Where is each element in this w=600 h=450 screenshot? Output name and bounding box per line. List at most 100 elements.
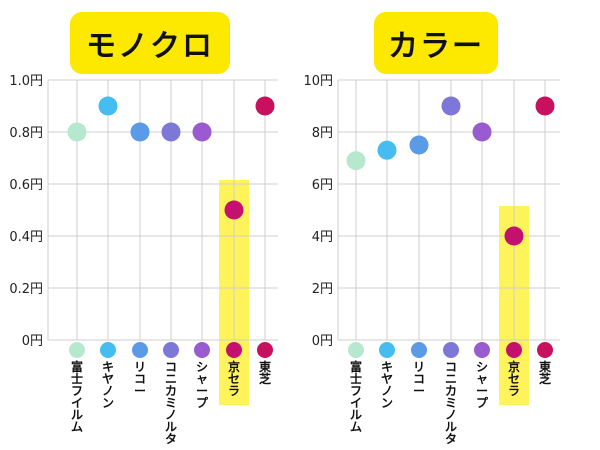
x-tick-label-char: リ <box>413 360 425 374</box>
x-tick-label-char: セ <box>228 372 240 386</box>
data-point <box>224 200 244 220</box>
x-tick-label-char: ー <box>413 384 425 398</box>
data-point <box>504 226 524 246</box>
category-marker <box>132 342 148 358</box>
data-point <box>161 122 181 142</box>
category-marker <box>379 342 395 358</box>
y-tick-label: 1.0円 <box>9 74 43 89</box>
x-tick-label-char: ミ <box>165 396 177 410</box>
x-tick-label-char: カ <box>445 384 457 398</box>
data-point <box>255 96 275 116</box>
x-tick-label-char: ム <box>350 420 362 434</box>
x-tick-label-char: タ <box>445 432 457 446</box>
x-tick-label-char: ー <box>196 384 208 398</box>
category-marker <box>411 342 427 358</box>
x-tick-label-char: 芝 <box>259 371 271 386</box>
x-tick-label-char: ー <box>476 384 488 398</box>
category-marker <box>163 342 179 358</box>
chart-0: 0円0.2円0.4円0.6円0.8円1.0円富士フイルムキヤノンリコーコニカミノ… <box>9 74 278 446</box>
x-tick-label-char: ル <box>445 420 457 434</box>
x-tick-label-char: 富 <box>71 359 83 374</box>
category-marker <box>100 342 116 358</box>
x-tick-label-char: シ <box>196 360 208 374</box>
y-tick-label: 2円 <box>312 282 333 297</box>
category-marker <box>348 342 364 358</box>
y-tick-label: 0円 <box>22 334 43 349</box>
x-tick-label-char: カ <box>165 384 177 398</box>
x-tick-label-char: ャ <box>196 372 208 386</box>
category-marker <box>69 342 85 358</box>
x-tick-label-char: ル <box>165 420 177 434</box>
x-tick-label-char: 富 <box>350 359 362 374</box>
x-tick-label-char: ル <box>350 408 362 422</box>
x-tick-label-char: ラ <box>228 384 240 398</box>
x-tick-label-char: 士 <box>71 371 83 386</box>
y-tick-label: 0.6円 <box>9 178 43 193</box>
category-marker <box>194 342 210 358</box>
y-tick-label: 0.4円 <box>9 230 43 245</box>
y-tick-label: 8円 <box>312 126 333 141</box>
data-point <box>346 151 366 171</box>
monochrome-title: モノクロ <box>70 12 230 74</box>
x-tick-label-char: ン <box>381 396 393 410</box>
x-tick-label-char: シ <box>476 360 488 374</box>
x-tick-label-char: コ <box>413 372 425 386</box>
x-tick-label-char: フ <box>350 384 362 398</box>
x-tick-label-char: ル <box>71 408 83 422</box>
color-title: カラー <box>374 12 498 74</box>
x-tick-label-char: ラ <box>508 384 520 398</box>
x-tick-label-char: キ <box>102 360 114 374</box>
x-tick-label-char: ー <box>134 384 146 398</box>
x-tick-label-char: ノ <box>445 408 457 422</box>
data-point <box>67 122 87 142</box>
x-tick-label-char: プ <box>476 395 489 410</box>
x-tick-label-char: イ <box>350 396 362 410</box>
category-marker <box>257 342 273 358</box>
x-tick-label-char: フ <box>71 384 83 398</box>
y-tick-label: 0円 <box>312 334 333 349</box>
category-marker <box>537 342 553 358</box>
x-tick-label-char: イ <box>71 396 83 410</box>
category-marker <box>443 342 459 358</box>
data-point <box>130 122 150 142</box>
data-point <box>441 96 461 116</box>
category-marker <box>474 342 490 358</box>
data-point <box>98 96 118 116</box>
data-point <box>192 122 212 142</box>
x-tick-label-char: プ <box>196 395 209 410</box>
x-tick-label-char: コ <box>165 360 177 374</box>
y-tick-label: 6円 <box>312 178 333 193</box>
data-point <box>409 135 429 155</box>
chart-1: 0円2円4円6円8円10円富士フイルムキヤノンリコーコニカミノルタシャープ京セラ… <box>303 74 560 446</box>
x-tick-label-char: ン <box>102 396 114 410</box>
x-tick-label-char: コ <box>134 372 146 386</box>
x-tick-label-char: ニ <box>165 372 177 386</box>
x-tick-label-char: コ <box>445 360 457 374</box>
y-tick-label: 10円 <box>303 74 333 89</box>
x-tick-label-char: リ <box>134 360 146 374</box>
y-tick-label: 4円 <box>312 230 333 245</box>
data-point <box>535 96 555 116</box>
x-tick-label-char: 士 <box>350 371 362 386</box>
y-tick-label: 0.2円 <box>9 282 43 297</box>
x-tick-label-char: ニ <box>445 372 457 386</box>
category-marker <box>506 342 522 358</box>
x-tick-label-char: 京 <box>508 359 520 374</box>
data-point <box>377 140 397 160</box>
x-tick-label-char: ヤ <box>381 372 393 386</box>
x-tick-label-char: セ <box>508 372 520 386</box>
x-tick-label-char: ミ <box>445 396 457 410</box>
x-tick-label-char: ャ <box>476 372 488 386</box>
x-tick-label-char: ム <box>71 420 83 434</box>
data-point <box>472 122 492 142</box>
category-marker <box>226 342 242 358</box>
x-tick-label-char: ヤ <box>102 372 114 386</box>
x-tick-label-char: ノ <box>102 384 114 398</box>
x-tick-label-char: ノ <box>381 384 393 398</box>
x-tick-label-char: タ <box>165 432 177 446</box>
x-tick-label-char: 芝 <box>539 371 551 386</box>
x-tick-label-char: ノ <box>165 408 177 422</box>
y-tick-label: 0.8円 <box>9 126 43 141</box>
x-tick-label-char: 京 <box>228 359 240 374</box>
